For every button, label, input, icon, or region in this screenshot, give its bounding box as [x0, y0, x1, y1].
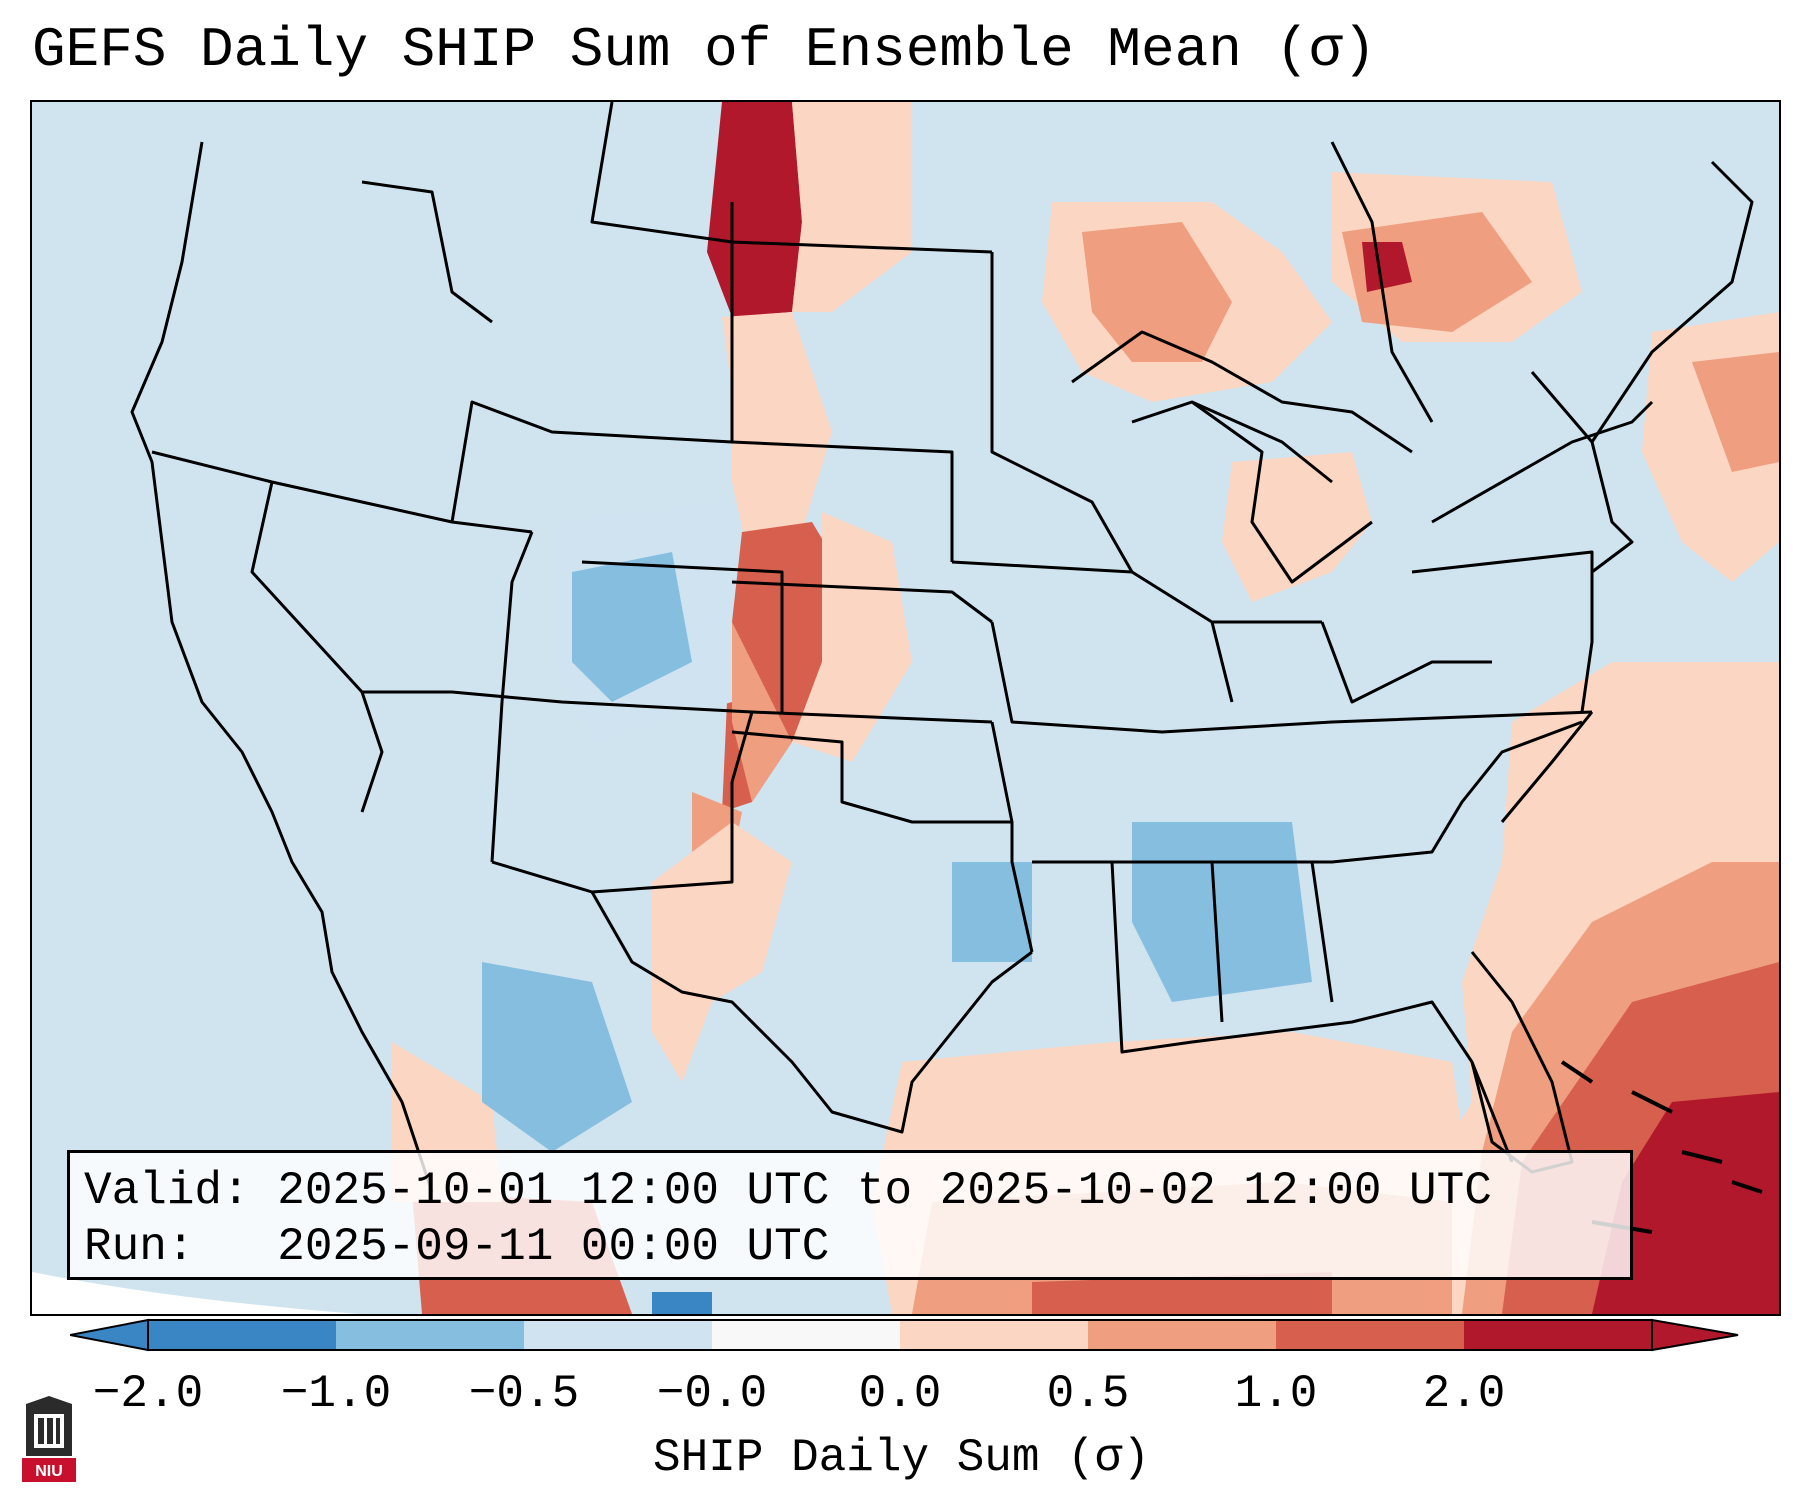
run-label: Run: [84, 1221, 195, 1273]
valid-value: 2025-10-01 12:00 UTC to 2025-10-02 12:00… [277, 1165, 1492, 1217]
colorbar-segment [148, 1320, 337, 1350]
colorbar-segment [900, 1320, 1089, 1350]
niu-logo-icon: NIU [22, 1396, 76, 1482]
colorbar-tick-label: 1.0 [1234, 1368, 1318, 1420]
colorbar-tick-label: 2.0 [1422, 1368, 1506, 1420]
state-boundaries [130, 102, 1754, 1193]
colorbar-tick-label: −2.0 [92, 1368, 204, 1420]
colorbar [70, 1318, 1739, 1352]
colorbar-segment [336, 1320, 525, 1350]
run-value: 2025-09-11 00:00 UTC [277, 1221, 830, 1273]
colorbar-extend-min [70, 1318, 149, 1352]
map-canvas [32, 102, 1779, 1314]
valid-label: Valid: [84, 1165, 250, 1217]
map-panel [30, 100, 1781, 1316]
colorbar-tick-label: 0.0 [858, 1368, 942, 1420]
colorbar-segment [1276, 1320, 1465, 1350]
colorbar-tick-label: −0.5 [468, 1368, 580, 1420]
chart-title: GEFS Daily SHIP Sum of Ensemble Mean (σ) [32, 18, 1377, 82]
colorbar-extend-max [1651, 1318, 1739, 1352]
colorbar-segment [712, 1320, 901, 1350]
valid-run-info-box: Valid: 2025-10-01 12:00 UTC to 2025-10-0… [67, 1150, 1633, 1280]
colorbar-tick-label: −0.0 [656, 1368, 768, 1420]
colorbar-segment [1088, 1320, 1277, 1350]
colorbar-tick-label: −1.0 [280, 1368, 392, 1420]
map-domain-background [32, 102, 1779, 1314]
colorbar-segment [524, 1320, 713, 1350]
colorbar-segment [1464, 1320, 1653, 1350]
colorbar-label: SHIP Daily Sum (σ) [653, 1432, 1150, 1484]
colorbar-tick-label: 0.5 [1046, 1368, 1130, 1420]
logo-text: NIU [35, 1463, 63, 1480]
